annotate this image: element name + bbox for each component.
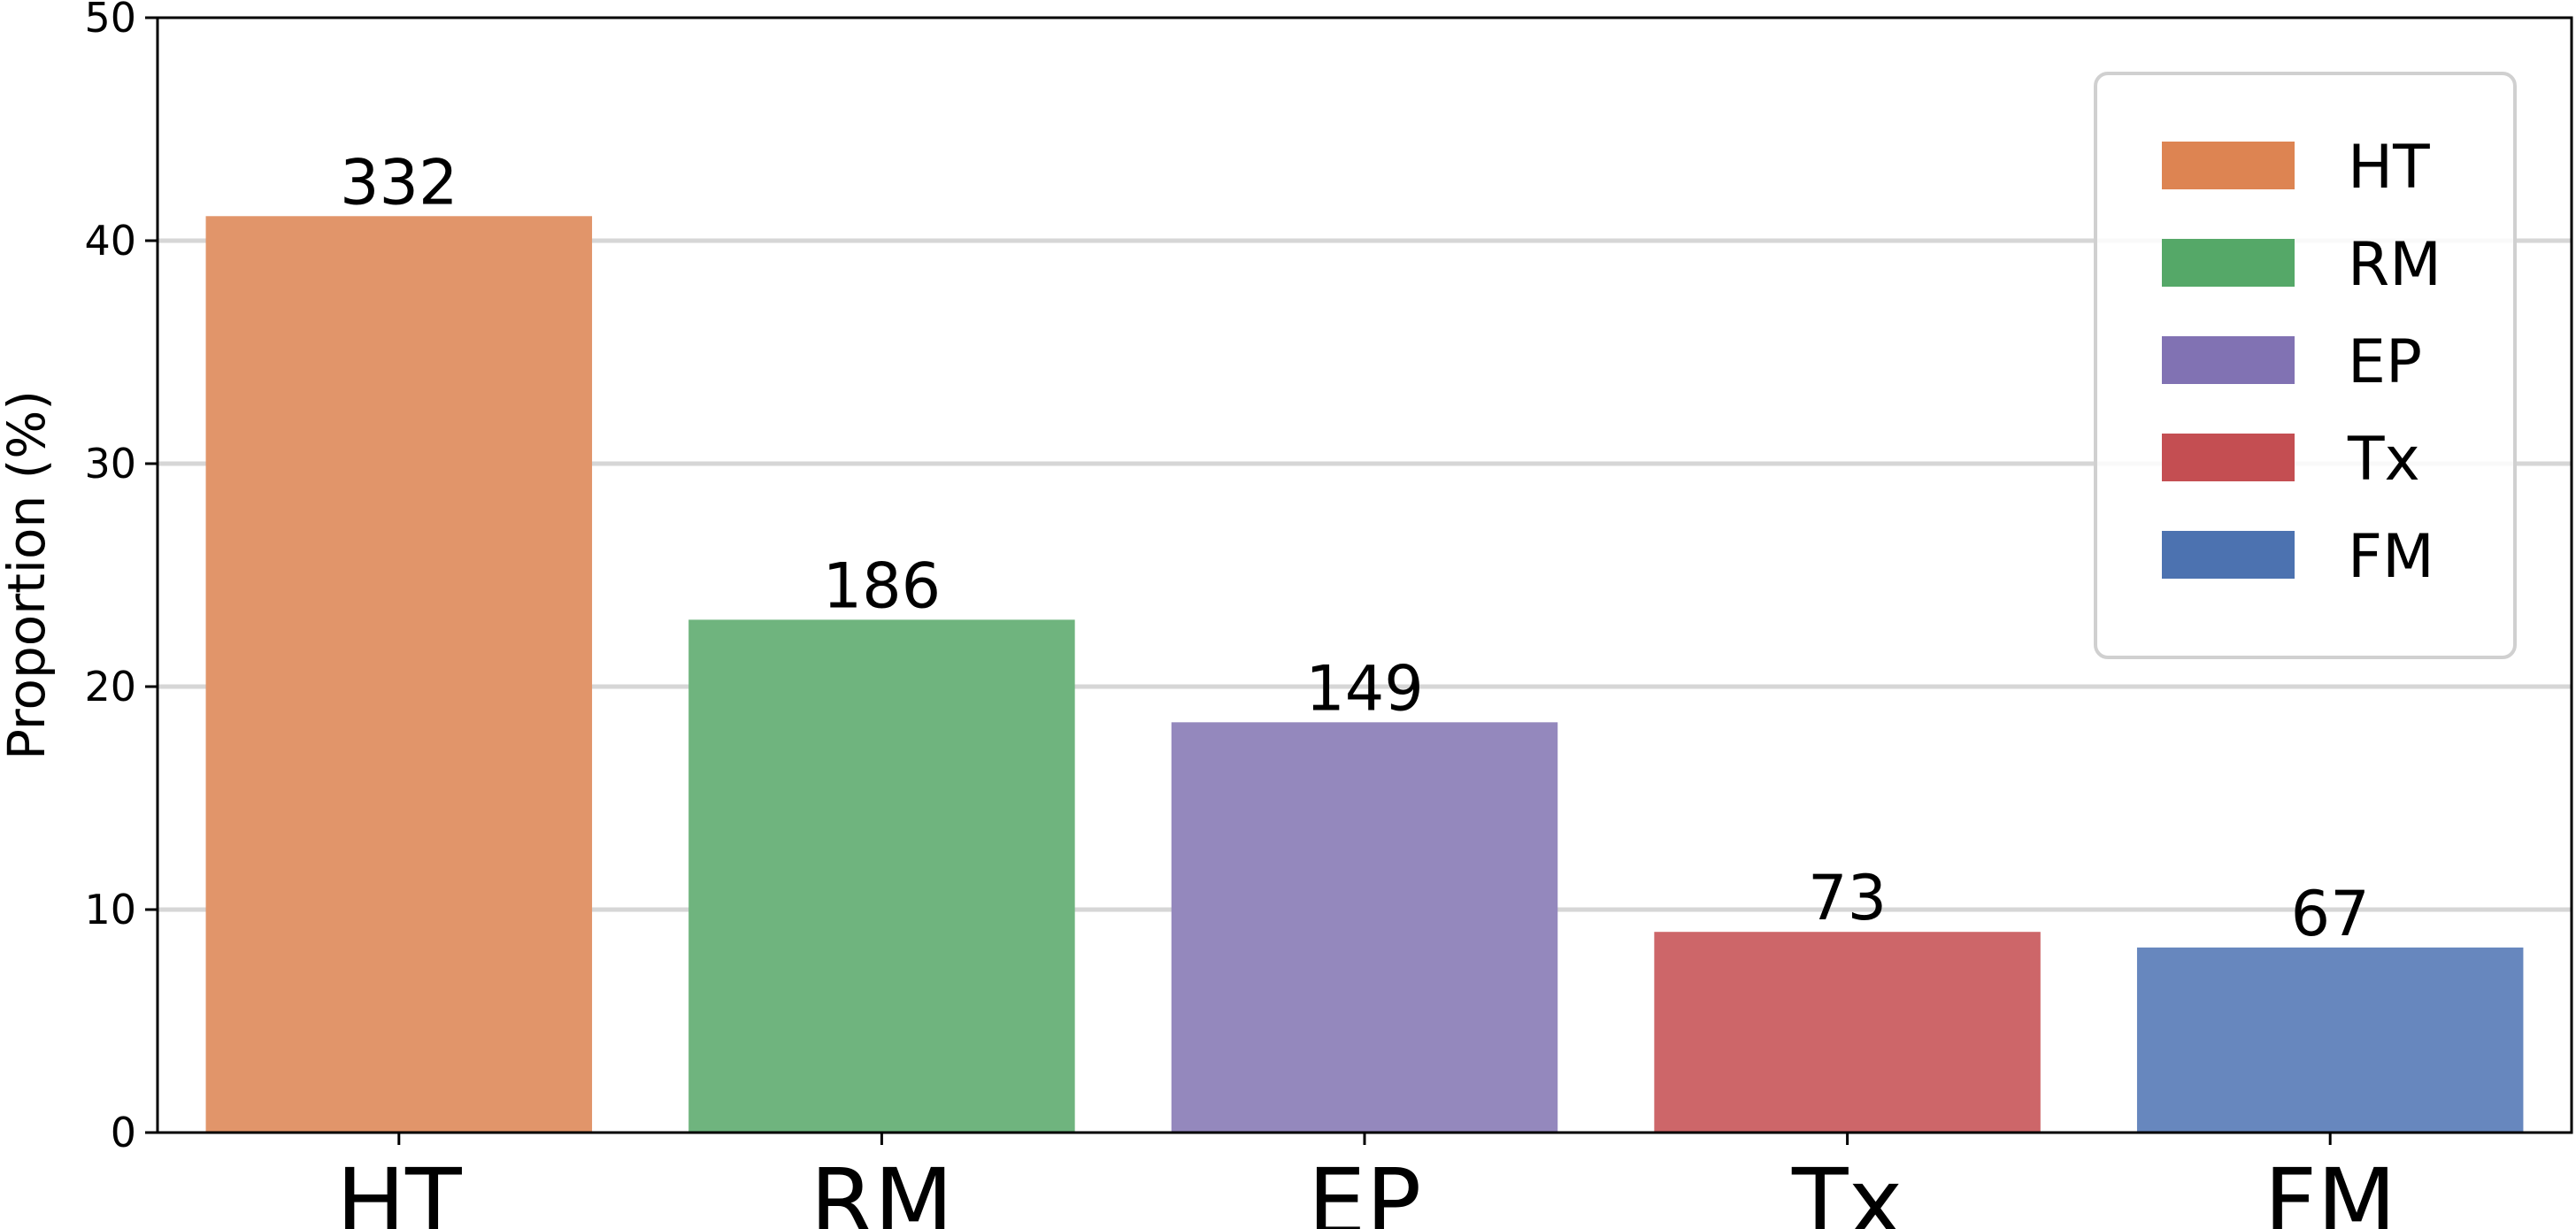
x-tick-label-ht: HT xyxy=(336,1148,462,1229)
legend-label-tx: Tx xyxy=(2347,425,2420,495)
y-tick-label: 0 xyxy=(111,1109,136,1156)
legend-label-fm: FM xyxy=(2348,522,2434,592)
bar-ht xyxy=(205,216,593,1133)
legend-swatch-ep xyxy=(2162,336,2295,384)
legend-label-ep: EP xyxy=(2348,327,2422,397)
x-tick-label-fm: FM xyxy=(2264,1148,2396,1229)
y-tick-label: 50 xyxy=(84,0,136,42)
legend-swatch-tx xyxy=(2162,434,2295,481)
legend-label-rm: RM xyxy=(2348,230,2441,300)
legend-swatch-rm xyxy=(2162,239,2295,287)
y-tick-label: 40 xyxy=(84,217,136,265)
x-tick-label-rm: RM xyxy=(810,1148,953,1229)
data-label-rm: 186 xyxy=(823,549,942,622)
y-tick-label: 10 xyxy=(84,886,136,933)
legend: HT RM EP Tx FM xyxy=(2094,72,2517,659)
bars xyxy=(205,216,2524,1133)
legend-swatch-fm xyxy=(2162,531,2295,579)
data-labels: 332 186 149 73 67 xyxy=(340,146,2370,950)
bar-fm xyxy=(2136,947,2524,1133)
bar-ep xyxy=(1171,722,1558,1133)
legend-label-ht: HT xyxy=(2348,133,2430,203)
axis-ticks: 0 10 20 30 40 50 HT RM EP Tx FM xyxy=(84,0,2396,1229)
data-label-ht: 332 xyxy=(340,146,458,219)
data-label-fm: 67 xyxy=(2291,878,2370,950)
legend-box xyxy=(2094,72,2517,659)
bar-rm xyxy=(688,619,1075,1133)
y-axis-title: Proportion (%) xyxy=(0,390,57,760)
data-label-tx: 73 xyxy=(1808,862,1887,934)
y-tick-label: 20 xyxy=(84,663,136,711)
legend-swatch-ht xyxy=(2162,142,2295,189)
bar-tx xyxy=(1654,932,2041,1133)
x-tick-label-tx: Tx xyxy=(1791,1148,1903,1229)
x-tick-label-ep: EP xyxy=(1308,1148,1421,1229)
data-label-ep: 149 xyxy=(1305,652,1424,725)
y-tick-label: 30 xyxy=(84,440,136,488)
